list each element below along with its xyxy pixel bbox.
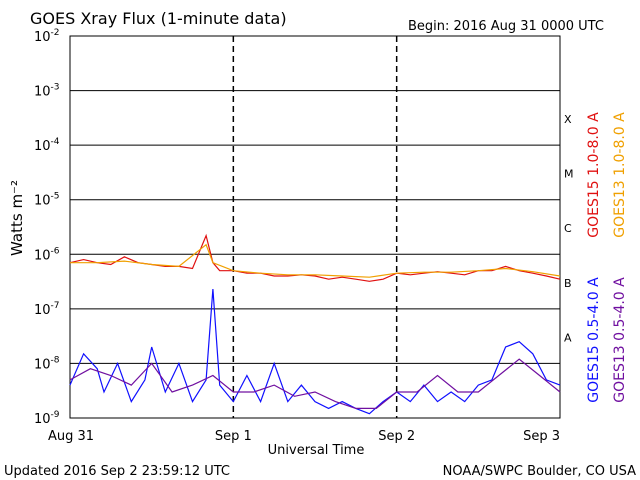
credit-label: NOAA/SWPC Boulder, CO USA	[443, 464, 636, 479]
series-lines	[69, 233, 561, 415]
x-axis-ticks: Aug 31 Sep 1 Sep 2 Sep 3	[48, 429, 560, 444]
series-line-2	[69, 289, 561, 415]
plot-area	[69, 35, 561, 419]
x-tick-label: Sep 1	[215, 429, 252, 444]
y-tick-label: 10-9	[34, 410, 60, 427]
y-axis-ticks: 10-2 10-3 10-4 10-5 10-6 10-7 10-8 10-9	[34, 28, 60, 427]
y-tick-label: 10-8	[34, 355, 60, 372]
begin-label: Begin: 2016 Aug 31 0000 UTC	[408, 19, 604, 34]
flare-class-label: C	[564, 222, 572, 235]
series-line-1	[70, 243, 561, 278]
updated-label: Updated 2016 Sep 2 23:59:12 UTC	[4, 464, 230, 479]
x-tick-label: Aug 31	[48, 429, 94, 444]
series-line-3	[69, 358, 561, 409]
y-tick-label: 10-4	[34, 137, 60, 154]
flare-class-label: X	[564, 113, 572, 126]
x-tick-label: Sep 2	[378, 429, 415, 444]
flare-class-label: A	[564, 331, 572, 344]
x-tick-label: Sep 3	[523, 429, 560, 444]
legend-right: GOES15 1.0-8.0 A GOES13 1.0-8.0 A GOES15 0…	[586, 112, 628, 403]
legend-entry: GOES15 1.0-8.0 A	[586, 112, 602, 238]
flare-class-label: M	[564, 168, 574, 181]
legend-entry: GOES13 0.5-4.0 A	[612, 277, 628, 403]
y-tick-label: 10-2	[34, 28, 60, 45]
y-tick-label: 10-5	[34, 192, 60, 209]
x-axis-label: Universal Time	[268, 443, 365, 458]
flare-class-label: B	[564, 277, 572, 290]
legend-entry: GOES13 1.0-8.0 A	[612, 112, 628, 238]
flare-class-labels: X M C B A	[564, 113, 574, 344]
legend-entry: GOES15 0.5-4.0 A	[586, 277, 602, 403]
plot-frame	[69, 35, 561, 419]
y-tick-label: 10-7	[34, 301, 60, 318]
y-tick-label: 10-3	[34, 83, 60, 100]
chart-title: GOES Xray Flux (1-minute data)	[30, 9, 287, 28]
y-tick-label: 10-6	[34, 246, 60, 263]
y-axis-label: Watts m⁻²	[8, 180, 26, 256]
